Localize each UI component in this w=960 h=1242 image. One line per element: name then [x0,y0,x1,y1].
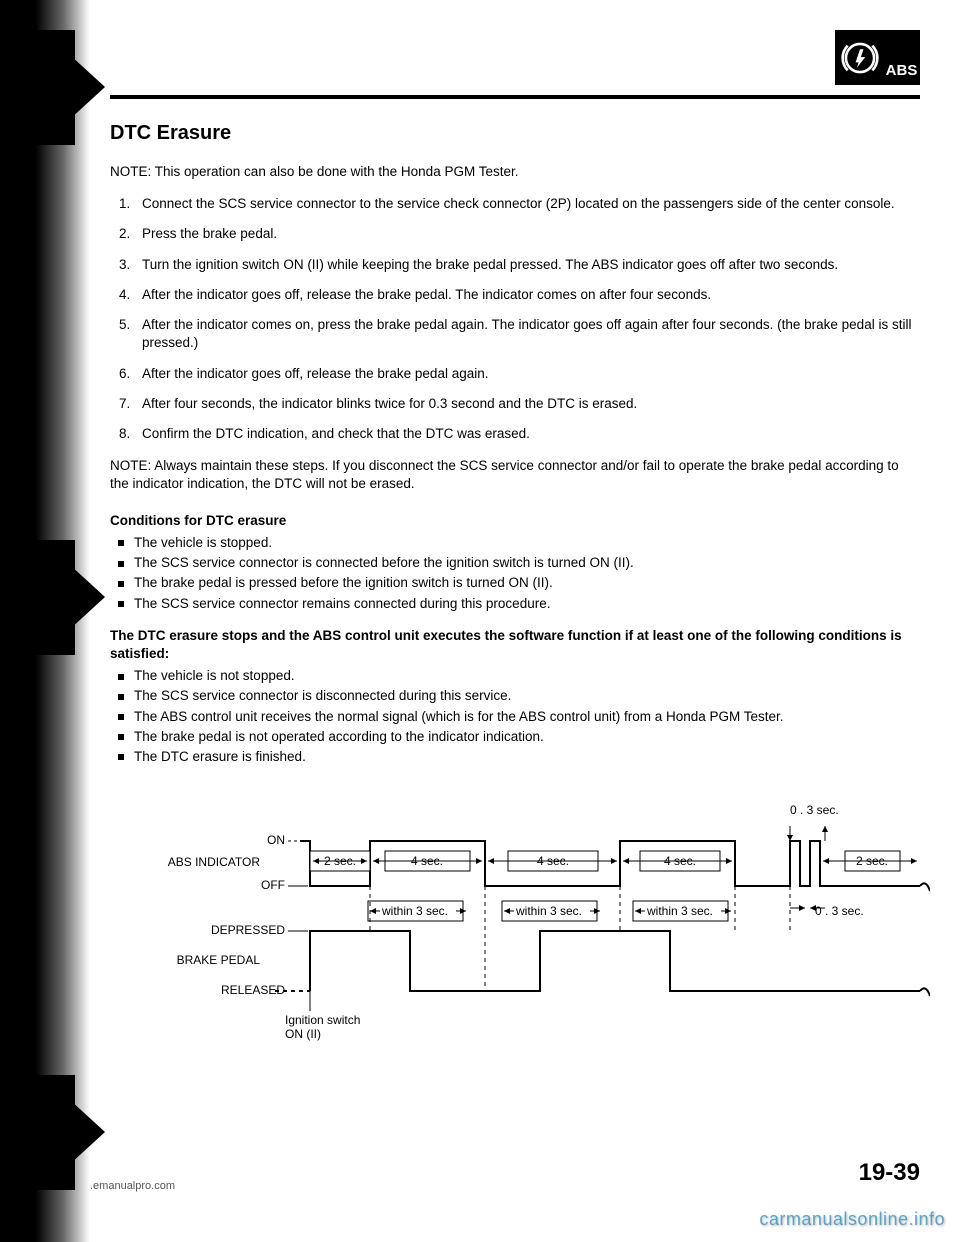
condition: The SCS service connector is connected b… [118,554,920,572]
svg-text:0 . 3 sec.: 0 . 3 sec. [815,904,864,918]
stop-condition: The SCS service connector is disconnecte… [118,687,920,705]
condition: The vehicle is stopped. [118,534,920,552]
step: After the indicator comes on, press the … [134,316,920,352]
svg-text:within 3 sec.: within 3 sec. [515,904,582,918]
step: Confirm the DTC indication, and check th… [134,425,920,443]
svg-text:ABS INDICATOR: ABS INDICATOR [168,855,261,869]
step: After four seconds, the indicator blinks… [134,395,920,413]
stop-condition: The vehicle is not stopped. [118,667,920,685]
svg-text:DEPRESSED: DEPRESSED [211,923,285,937]
step: Connect the SCS service connector to the… [134,195,920,213]
abs-logo: ABS [835,30,920,85]
svg-text:BRAKE PEDAL: BRAKE PEDAL [177,953,261,967]
step: After the indicator goes off, release th… [134,365,920,383]
condition: The brake pedal is pressed before the ig… [118,574,920,592]
step: Press the brake pedal. [134,225,920,243]
page-number: 19-39 [859,1159,920,1187]
svg-text:within 3 sec.: within 3 sec. [381,904,448,918]
note-top: NOTE: This operation can also be done wi… [110,163,920,181]
procedure-steps: Connect the SCS service connector to the… [110,195,920,443]
stop-condition: The ABS control unit receives the normal… [118,708,920,726]
stop-condition: The DTC erasure is finished. [118,748,920,766]
condition: The SCS service connector remains connec… [118,595,920,613]
step: Turn the ignition switch ON (II) while k… [134,256,920,274]
conditions-list: The vehicle is stopped. The SCS service … [110,534,920,613]
svg-text:ON (II): ON (II) [285,1027,321,1041]
svg-text:within 3 sec.: within 3 sec. [646,904,713,918]
stop-list: The vehicle is not stopped. The SCS serv… [110,667,920,766]
stop-heading: The DTC erasure stops and the ABS contro… [110,627,920,663]
conditions-heading: Conditions for DTC erasure [110,512,920,530]
document-body: DTC Erasure NOTE: This operation can als… [110,120,920,1076]
svg-text:RELEASED: RELEASED [221,983,285,997]
svg-text:OFF: OFF [261,878,285,892]
watermark-left: .emanualpro.com [90,1180,175,1192]
step: After the indicator goes off, release th… [134,286,920,304]
watermark-right: carmanualsonline.info [759,1209,945,1230]
page-title: DTC Erasure [110,120,920,147]
note-mid: NOTE: Always maintain these steps. If yo… [110,457,920,493]
timing-diagram: 2 sec. 4 sec. 4 sec. 4 sec. 2 sec. 0 . 3… [110,796,920,1076]
svg-text:0 . 3 sec.: 0 . 3 sec. [790,803,839,817]
svg-text:ON: ON [267,833,285,847]
abs-logo-text: ABS [886,62,918,79]
stop-condition: The brake pedal is not operated accordin… [118,728,920,746]
svg-text:Ignition switch: Ignition switch [285,1013,360,1027]
